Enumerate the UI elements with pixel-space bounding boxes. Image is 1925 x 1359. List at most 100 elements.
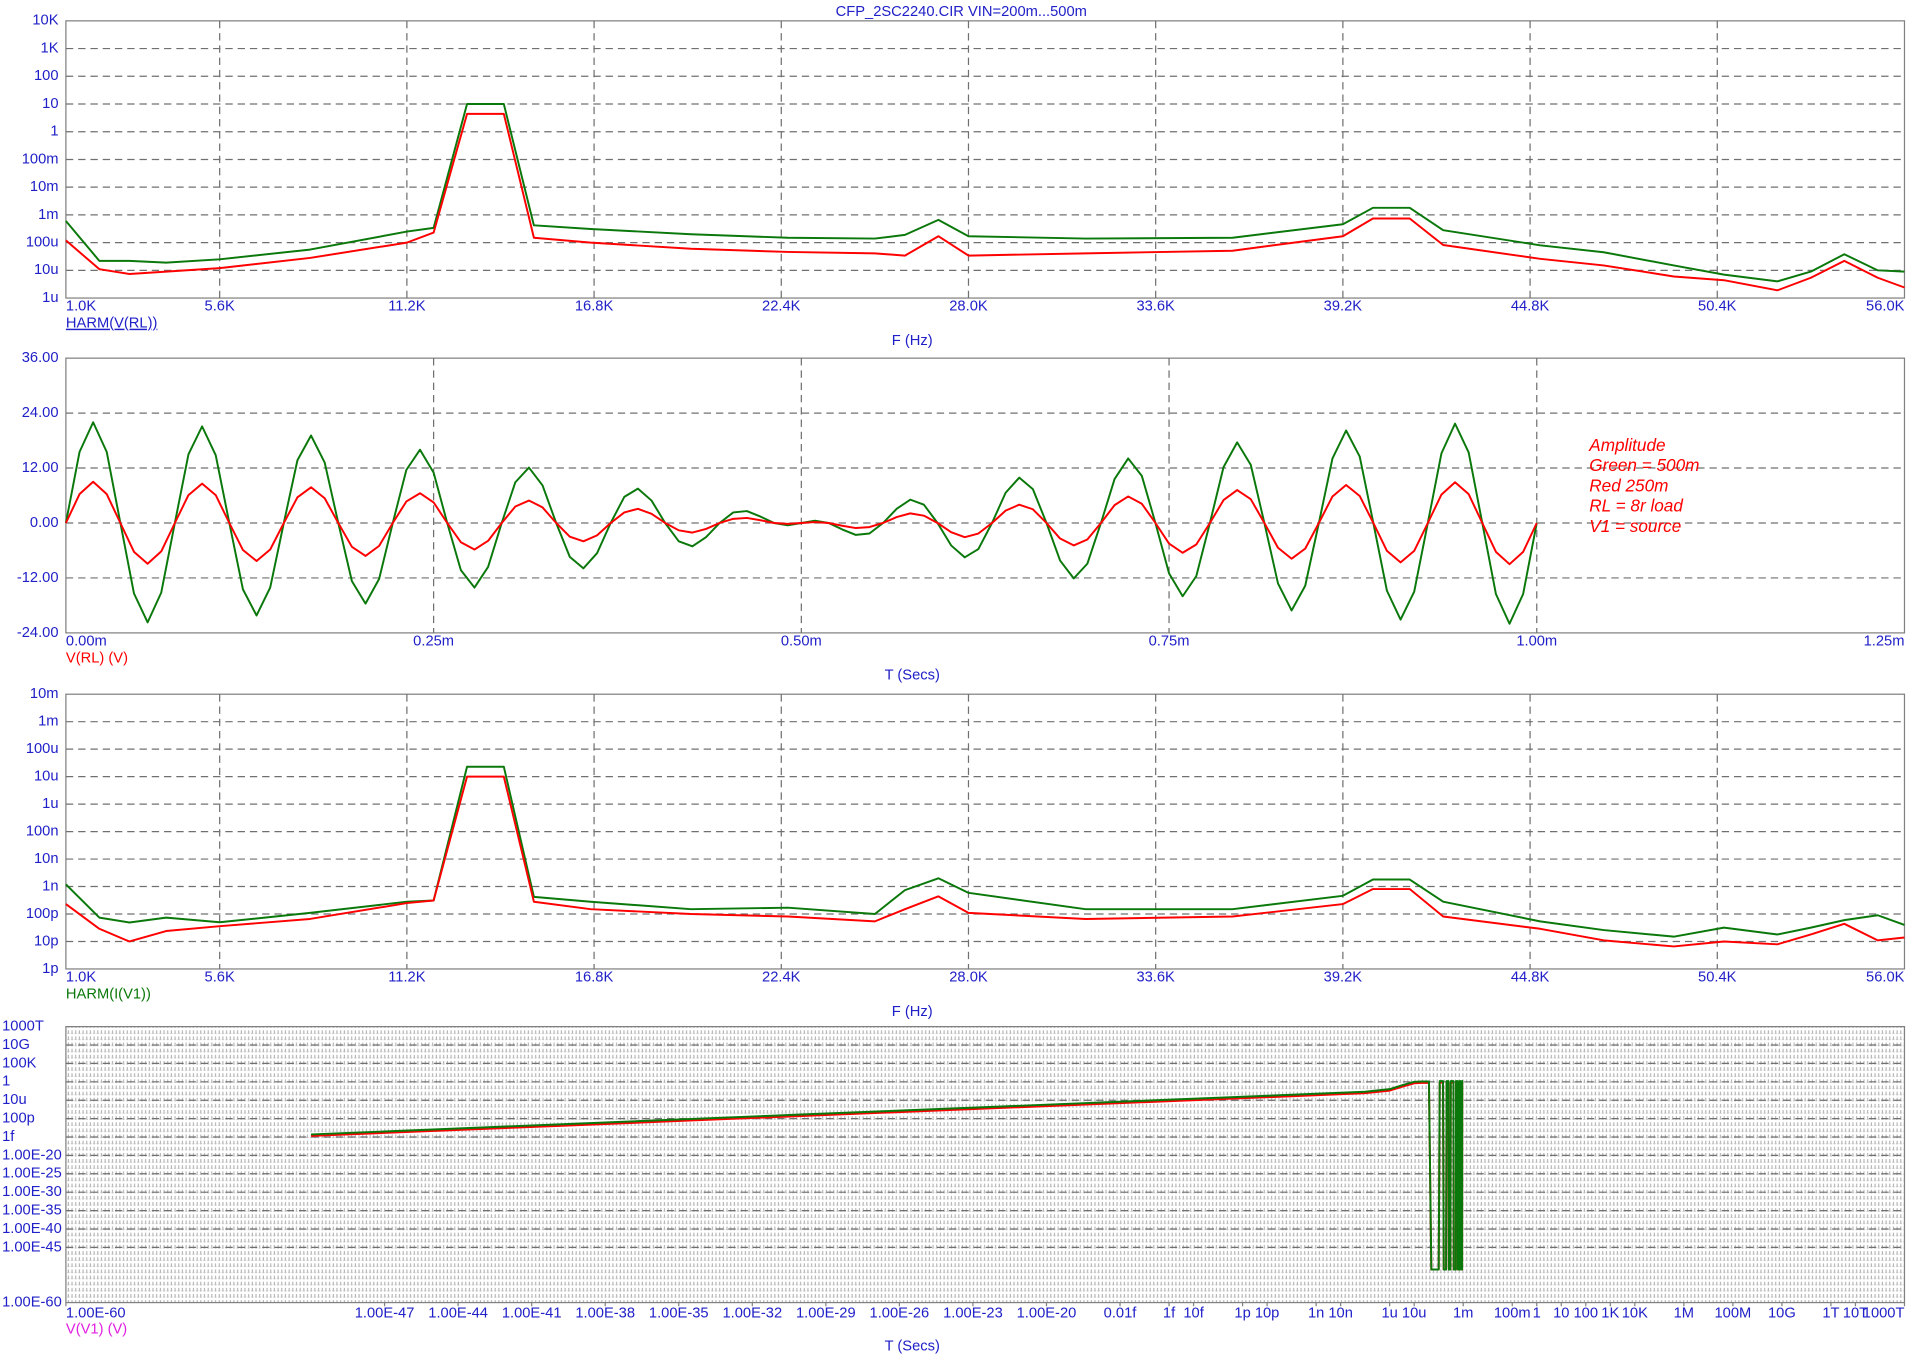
x-tick-label: 1u xyxy=(1381,1306,1397,1322)
x-tick-label: 5.6K xyxy=(205,969,235,985)
y-tick-label: 100m xyxy=(22,151,59,167)
series-line xyxy=(65,112,1905,292)
y-tick-label: 12.00 xyxy=(22,460,59,476)
x-axis-title: T (Secs) xyxy=(885,1339,940,1355)
plot-frame xyxy=(65,1025,1906,1304)
y-tick-label: 1m xyxy=(38,714,58,730)
y-tick-label: 100n xyxy=(26,823,59,839)
x-tick-label: 44.8K xyxy=(1511,299,1550,315)
x-axis-title: F (Hz) xyxy=(892,333,933,349)
x-tick-label: 1.00E-32 xyxy=(722,1306,782,1322)
x-tick-label: 16.8K xyxy=(575,969,614,985)
y-tick-label: 100p xyxy=(26,906,59,922)
y-tick-label: 1.00E-60 xyxy=(2,1294,62,1310)
y-tick-label: 10u xyxy=(34,769,59,785)
trace-label: V(RL) (V) xyxy=(66,651,128,667)
y-tick-label: 1.00E-25 xyxy=(2,1166,62,1182)
y-tick-label: 1u xyxy=(42,290,58,306)
x-tick-label: 1.00E-20 xyxy=(1017,1306,1077,1322)
series-line xyxy=(65,103,1905,283)
x-tick-label: 10 xyxy=(1553,1306,1569,1322)
y-tick-label: 100K xyxy=(2,1055,37,1071)
x-tick-label: 56.0K xyxy=(1866,969,1905,985)
x-tick-label: 50.4K xyxy=(1698,969,1737,985)
y-tick-label: 10K xyxy=(32,13,58,29)
chart-title: CFP_2SC2240.CIR VIN=200m...500m xyxy=(836,4,1087,20)
x-tick-label: 10T xyxy=(1843,1306,1868,1322)
series-line xyxy=(65,765,1905,938)
y-tick-label: 1000T xyxy=(2,1018,44,1034)
x-tick-label: 1n xyxy=(1308,1306,1324,1322)
series-line xyxy=(311,1080,1464,1271)
x-tick-label: 33.6K xyxy=(1136,299,1175,315)
x-tick-label: 11.2K xyxy=(388,969,426,985)
y-tick-label: 1n xyxy=(42,878,58,894)
y-tick-label: 1 xyxy=(50,124,58,140)
x-tick-label: 10p xyxy=(1255,1306,1280,1322)
x-tick-label: 100m xyxy=(1494,1306,1531,1322)
y-tick-label: -12.00 xyxy=(17,570,59,586)
x-tick-label: 39.2K xyxy=(1324,299,1363,315)
y-tick-label: 100 xyxy=(34,68,59,84)
x-tick-label: 0.75m xyxy=(1149,633,1190,649)
trace-label: V(V1) (V) xyxy=(66,1321,127,1337)
x-tick-label: 5.6K xyxy=(205,299,235,315)
x-tick-label: 0.00m xyxy=(66,633,107,649)
y-tick-label: 36.00 xyxy=(22,350,59,366)
y-tick-label: 1 xyxy=(2,1074,10,1090)
y-tick-label: 10u xyxy=(34,262,59,278)
y-tick-label: 1m xyxy=(38,207,58,223)
x-tick-label: 1f xyxy=(1163,1306,1176,1322)
x-tick-label: 10G xyxy=(1768,1306,1796,1322)
y-tick-label: 10G xyxy=(2,1037,30,1053)
x-tick-label: 0.50m xyxy=(781,633,822,649)
x-tick-label: 11.2K xyxy=(388,299,426,315)
y-tick-label: 1.00E-20 xyxy=(2,1147,62,1163)
x-tick-label: 28.0K xyxy=(949,299,988,315)
y-tick-label: 10m xyxy=(30,686,59,702)
series-line xyxy=(65,775,1905,948)
y-tick-label: 100u xyxy=(26,234,59,250)
y-tick-label: 10 xyxy=(42,96,58,112)
x-tick-label: 56.0K xyxy=(1866,299,1905,315)
x-tick-label: 22.4K xyxy=(762,299,801,315)
x-tick-label: 1.25m xyxy=(1864,633,1905,649)
dense-grid xyxy=(65,1026,1905,1303)
trace-label: HARM(I(V1)) xyxy=(66,987,151,1003)
x-tick-label: 10u xyxy=(1402,1306,1427,1322)
plot-frame xyxy=(65,357,1906,634)
x-tick-label: 33.6K xyxy=(1136,969,1175,985)
x-tick-label: 1.00E-60 xyxy=(66,1306,126,1322)
x-tick-label: 0.01f xyxy=(1104,1306,1138,1322)
x-tick-label: 10K xyxy=(1622,1306,1648,1322)
y-tick-label: 0.00 xyxy=(30,515,59,531)
x-axis-title: F (Hz) xyxy=(892,1004,933,1020)
y-tick-label: 100u xyxy=(26,741,59,757)
x-tick-label: 1m xyxy=(1453,1306,1473,1322)
y-tick-label: 1p xyxy=(42,961,58,977)
annotation: Green = 500m xyxy=(1589,455,1699,475)
x-tick-label: 1.00E-35 xyxy=(649,1306,709,1322)
annotation: Red 250m xyxy=(1589,475,1668,495)
x-tick-label: 100M xyxy=(1714,1306,1751,1322)
y-tick-label: 1.00E-35 xyxy=(2,1202,62,1218)
x-tick-label: 1.00E-38 xyxy=(575,1306,635,1322)
y-tick-label: 24.00 xyxy=(22,405,59,421)
y-tick-label: 10m xyxy=(30,179,59,195)
annotation: V1 = source xyxy=(1589,516,1681,536)
x-tick-label: 1K xyxy=(1601,1306,1619,1322)
x-tick-label: 39.2K xyxy=(1324,969,1363,985)
x-tick-label: 1.00E-47 xyxy=(355,1306,415,1322)
x-tick-label: 10f xyxy=(1183,1306,1204,1322)
y-tick-label: 1K xyxy=(41,40,59,56)
x-tick-label: 0.25m xyxy=(413,633,454,649)
x-tick-label: 1.00E-23 xyxy=(943,1306,1003,1322)
x-tick-label: 100 xyxy=(1574,1306,1599,1322)
y-tick-label: 1.00E-45 xyxy=(2,1239,62,1255)
x-tick-label: 1.0K xyxy=(66,969,96,985)
y-tick-label: 1.00E-30 xyxy=(2,1184,62,1200)
y-tick-label: 10p xyxy=(34,933,59,949)
y-tick-label: -24.00 xyxy=(17,625,59,641)
y-tick-label: 10u xyxy=(2,1092,27,1108)
